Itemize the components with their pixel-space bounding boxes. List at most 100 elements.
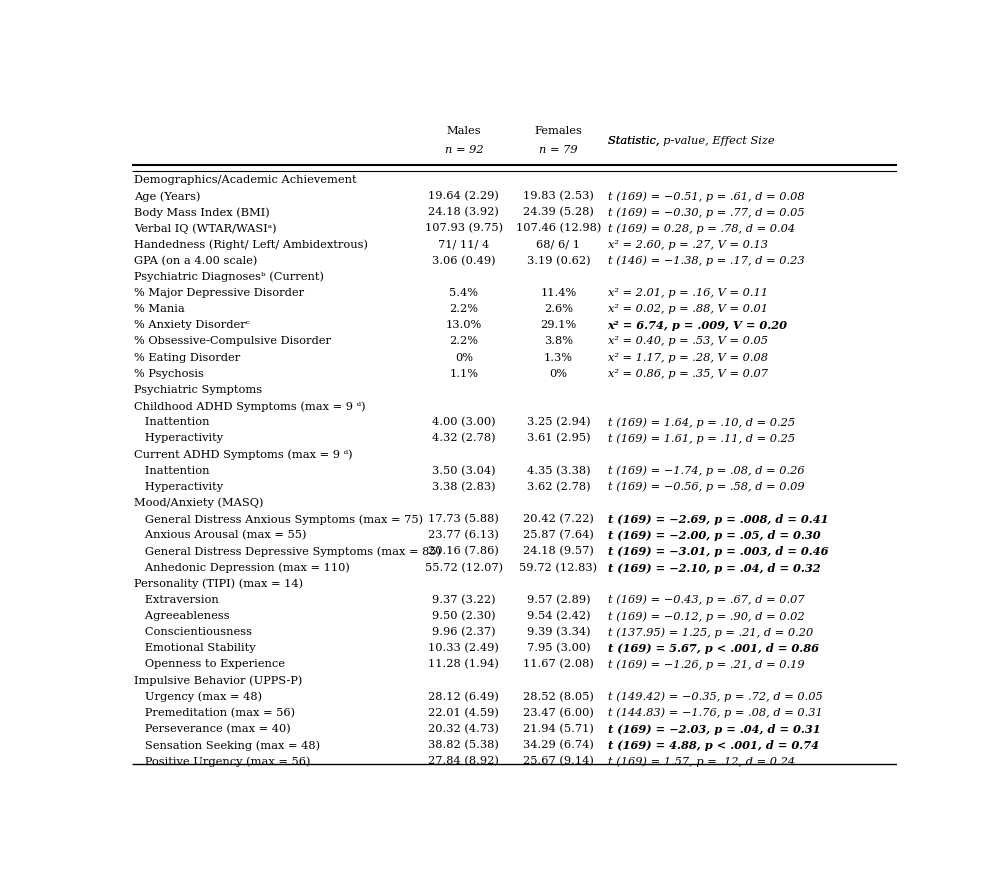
Text: 3.06 (0.49): 3.06 (0.49) (432, 255, 496, 266)
Text: Females: Females (534, 126, 582, 136)
Text: x² = 0.40, p = .53, V = 0.05: x² = 0.40, p = .53, V = 0.05 (607, 337, 768, 346)
Text: Mood/Anxiety (MASQ): Mood/Anxiety (MASQ) (134, 498, 263, 508)
Text: t (169) = 1.57, p = .12, d = 0.24: t (169) = 1.57, p = .12, d = 0.24 (607, 756, 795, 766)
Text: Perseverance (max = 40): Perseverance (max = 40) (134, 724, 291, 735)
Text: 23.77 (6.13): 23.77 (6.13) (429, 530, 499, 541)
Text: x² = 6.74, p = .009, V = 0.20: x² = 6.74, p = .009, V = 0.20 (607, 321, 788, 331)
Text: % Eating Disorder: % Eating Disorder (134, 352, 240, 363)
Text: Males: Males (447, 126, 482, 136)
Text: 2.2%: 2.2% (450, 304, 479, 315)
Text: n = 92: n = 92 (445, 145, 484, 155)
Text: 20.16 (7.86): 20.16 (7.86) (429, 546, 499, 557)
Text: 28.52 (8.05): 28.52 (8.05) (523, 692, 594, 702)
Text: 25.67 (9.14): 25.67 (9.14) (523, 756, 594, 766)
Text: t (169) = −2.00, p = .05, d = 0.30: t (169) = −2.00, p = .05, d = 0.30 (607, 530, 821, 541)
Text: t (169) = −0.12, p = .90, d = 0.02: t (169) = −0.12, p = .90, d = 0.02 (607, 611, 805, 621)
Text: 23.47 (6.00): 23.47 (6.00) (523, 707, 594, 718)
Text: Statistic,: Statistic, (607, 136, 663, 145)
Text: % Obsessive-Compulsive Disorder: % Obsessive-Compulsive Disorder (134, 337, 331, 346)
Text: Emotional Stability: Emotional Stability (134, 643, 255, 654)
Text: 11.4%: 11.4% (540, 288, 576, 298)
Text: Conscientiousness: Conscientiousness (134, 627, 252, 637)
Text: 7.95 (3.00): 7.95 (3.00) (526, 643, 590, 654)
Text: % Major Depressive Disorder: % Major Depressive Disorder (134, 288, 304, 298)
Text: 4.32 (2.78): 4.32 (2.78) (432, 433, 496, 444)
Text: Handedness (Right/ Left/ Ambidextrous): Handedness (Right/ Left/ Ambidextrous) (134, 240, 368, 250)
Text: 22.01 (4.59): 22.01 (4.59) (429, 707, 499, 718)
Text: 20.42 (7.22): 20.42 (7.22) (523, 514, 594, 524)
Text: Positive Urgency (max = 56): Positive Urgency (max = 56) (134, 756, 310, 766)
Text: 3.38 (2.83): 3.38 (2.83) (432, 482, 496, 492)
Text: % Anxiety Disorderᶜ: % Anxiety Disorderᶜ (134, 321, 249, 330)
Text: 1.3%: 1.3% (544, 352, 573, 363)
Text: 68/ 6/ 1: 68/ 6/ 1 (536, 240, 580, 249)
Text: 0%: 0% (549, 369, 567, 379)
Text: t (169) = −0.51, p = .61, d = 0.08: t (169) = −0.51, p = .61, d = 0.08 (607, 191, 805, 202)
Text: x² = 2.01, p = .16, V = 0.11: x² = 2.01, p = .16, V = 0.11 (607, 288, 768, 298)
Text: t (169) = 4.88, p < .001, d = 0.74: t (169) = 4.88, p < .001, d = 0.74 (607, 740, 819, 751)
Text: 3.61 (2.95): 3.61 (2.95) (526, 433, 590, 444)
Text: 11.67 (2.08): 11.67 (2.08) (523, 659, 594, 670)
Text: 24.18 (9.57): 24.18 (9.57) (523, 546, 594, 557)
Text: 3.50 (3.04): 3.50 (3.04) (432, 466, 496, 476)
Text: t (169) = −2.03, p = .04, d = 0.31: t (169) = −2.03, p = .04, d = 0.31 (607, 724, 821, 735)
Text: General Distress Anxious Symptoms (max = 75): General Distress Anxious Symptoms (max =… (134, 514, 423, 524)
Text: 28.12 (6.49): 28.12 (6.49) (429, 692, 499, 702)
Text: t (169) = 1.61, p = .11, d = 0.25: t (169) = 1.61, p = .11, d = 0.25 (607, 433, 795, 444)
Text: 24.39 (5.28): 24.39 (5.28) (523, 207, 594, 218)
Text: t (169) = −0.43, p = .67, d = 0.07: t (169) = −0.43, p = .67, d = 0.07 (607, 595, 805, 605)
Text: t (169) = −0.30, p = .77, d = 0.05: t (169) = −0.30, p = .77, d = 0.05 (607, 207, 805, 218)
Text: 34.29 (6.74): 34.29 (6.74) (523, 740, 594, 751)
Text: 9.57 (2.89): 9.57 (2.89) (526, 595, 590, 605)
Text: 25.87 (7.64): 25.87 (7.64) (523, 530, 594, 541)
Text: 9.39 (3.34): 9.39 (3.34) (526, 627, 590, 638)
Text: x² = 1.17, p = .28, V = 0.08: x² = 1.17, p = .28, V = 0.08 (607, 352, 768, 363)
Text: 38.82 (5.38): 38.82 (5.38) (429, 740, 499, 751)
Text: 2.2%: 2.2% (450, 337, 479, 346)
Text: t (169) = −2.69, p = .008, d = 0.41: t (169) = −2.69, p = .008, d = 0.41 (607, 514, 829, 525)
Text: 9.37 (3.22): 9.37 (3.22) (432, 595, 496, 605)
Text: t (146) = −1.38, p = .17, d = 0.23: t (146) = −1.38, p = .17, d = 0.23 (607, 255, 805, 266)
Text: 3.62 (2.78): 3.62 (2.78) (526, 482, 590, 492)
Text: Urgency (max = 48): Urgency (max = 48) (134, 692, 262, 702)
Text: 71/ 11/ 4: 71/ 11/ 4 (439, 240, 490, 249)
Text: 59.72 (12.83): 59.72 (12.83) (519, 562, 597, 573)
Text: 27.84 (8.92): 27.84 (8.92) (429, 756, 499, 766)
Text: Psychiatric Diagnosesᵇ (Current): Psychiatric Diagnosesᵇ (Current) (134, 272, 324, 283)
Text: t (169) = 1.64, p = .10, d = 0.25: t (169) = 1.64, p = .10, d = 0.25 (607, 418, 795, 427)
Text: 1.1%: 1.1% (450, 369, 479, 379)
Text: Extraversion: Extraversion (134, 595, 218, 605)
Text: t (149.42) = −0.35, p = .72, d = 0.05: t (149.42) = −0.35, p = .72, d = 0.05 (607, 692, 823, 702)
Text: Childhood ADHD Symptoms (max = 9 ᵈ): Childhood ADHD Symptoms (max = 9 ᵈ) (134, 401, 366, 411)
Text: % Mania: % Mania (134, 304, 184, 315)
Text: Verbal IQ (WTAR/WASIᵃ): Verbal IQ (WTAR/WASIᵃ) (134, 224, 276, 234)
Text: 3.8%: 3.8% (544, 337, 573, 346)
Text: Openness to Experience: Openness to Experience (134, 659, 285, 670)
Text: 19.64 (2.29): 19.64 (2.29) (429, 191, 499, 202)
Text: t (169) = 0.28, p = .78, d = 0.04: t (169) = 0.28, p = .78, d = 0.04 (607, 224, 795, 234)
Text: 11.28 (1.94): 11.28 (1.94) (429, 659, 499, 670)
Text: t (169) = −2.10, p = .04, d = 0.32: t (169) = −2.10, p = .04, d = 0.32 (607, 562, 821, 574)
Text: Statistic, p-value, Effect Size: Statistic, p-value, Effect Size (607, 136, 775, 145)
Text: Anhedonic Depression (max = 110): Anhedonic Depression (max = 110) (134, 562, 350, 573)
Text: 55.72 (12.07): 55.72 (12.07) (425, 562, 502, 573)
Text: x² = 0.02, p = .88, V = 0.01: x² = 0.02, p = .88, V = 0.01 (607, 304, 768, 315)
Text: 17.73 (5.88): 17.73 (5.88) (429, 514, 499, 524)
Text: x² = 2.60, p = .27, V = 0.13: x² = 2.60, p = .27, V = 0.13 (607, 240, 768, 249)
Text: 20.32 (4.73): 20.32 (4.73) (429, 724, 499, 735)
Text: Psychiatric Symptoms: Psychiatric Symptoms (134, 385, 262, 395)
Text: x² = 0.86, p = .35, V = 0.07: x² = 0.86, p = .35, V = 0.07 (607, 369, 768, 379)
Text: Anxious Arousal (max = 55): Anxious Arousal (max = 55) (134, 530, 306, 541)
Text: Inattention: Inattention (134, 466, 209, 476)
Text: 107.93 (9.75): 107.93 (9.75) (425, 224, 502, 233)
Text: 9.96 (2.37): 9.96 (2.37) (432, 627, 496, 638)
Text: Inattention: Inattention (134, 418, 209, 427)
Text: 3.25 (2.94): 3.25 (2.94) (526, 418, 590, 427)
Text: 13.0%: 13.0% (446, 321, 482, 330)
Text: t (144.83) = −1.76, p = .08, d = 0.31: t (144.83) = −1.76, p = .08, d = 0.31 (607, 707, 823, 718)
Text: 107.46 (12.98): 107.46 (12.98) (515, 224, 601, 233)
Text: Premeditation (max = 56): Premeditation (max = 56) (134, 707, 295, 718)
Text: 24.18 (3.92): 24.18 (3.92) (429, 207, 499, 218)
Text: Age (Years): Age (Years) (134, 191, 200, 202)
Text: 29.1%: 29.1% (540, 321, 576, 330)
